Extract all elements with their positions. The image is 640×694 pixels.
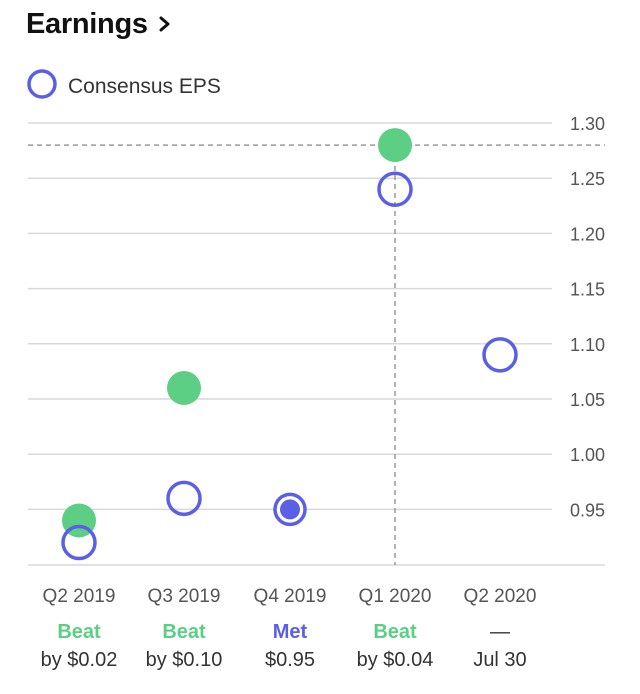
y-tick-label: 1.30 [570, 114, 605, 134]
chevron-right-icon [158, 15, 172, 38]
y-tick-label: 1.25 [570, 169, 605, 189]
x-tick-label: Q4 2019 [254, 586, 327, 607]
y-tick-label: 1.00 [570, 445, 605, 465]
page-title: Earnings [26, 8, 148, 40]
consensus-point [482, 337, 518, 373]
y-tick-label: 1.05 [570, 390, 605, 410]
consensus-point [377, 171, 413, 207]
actual-point [378, 128, 412, 163]
result-status: — [490, 621, 510, 643]
x-tick-label: Q1 2020 [359, 586, 432, 607]
legend-label: Consensus EPS [68, 74, 221, 98]
consensus-legend-marker [26, 68, 58, 105]
x-tick-label: Q3 2019 [148, 586, 221, 607]
result-detail: Jul 30 [473, 649, 526, 671]
result-detail: by $0.02 [41, 649, 118, 671]
result-detail: by $0.04 [357, 649, 434, 671]
actual-point [280, 499, 300, 520]
result-status: Beat [57, 621, 101, 643]
result-status: Met [273, 621, 308, 643]
y-tick-label: 1.20 [570, 224, 605, 244]
consensus-point [61, 524, 97, 561]
result-status: Beat [162, 621, 206, 643]
chart-legend: Consensus EPS [26, 68, 221, 105]
result-detail: by $0.10 [146, 649, 223, 671]
x-tick-label: Q2 2020 [464, 586, 537, 607]
result-detail: $0.95 [265, 649, 315, 671]
y-tick-label: 1.15 [570, 280, 605, 300]
actual-point [167, 370, 201, 405]
y-tick-label: 0.95 [570, 500, 605, 520]
x-tick-label: Q2 2019 [43, 586, 116, 607]
earnings-header-link[interactable]: Earnings [26, 8, 172, 41]
y-tick-label: 1.10 [570, 335, 605, 355]
result-status: Beat [373, 621, 417, 643]
consensus-point [166, 480, 202, 517]
